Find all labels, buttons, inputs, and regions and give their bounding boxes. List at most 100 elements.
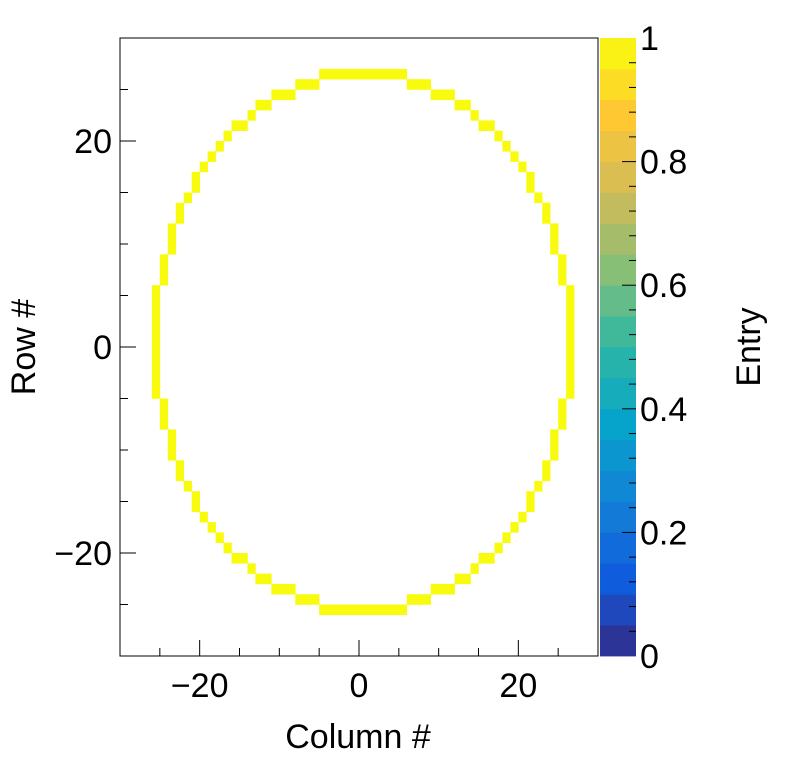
heatmap-cell xyxy=(295,594,304,605)
heatmap-cell xyxy=(558,419,567,430)
heatmap-cell xyxy=(438,89,447,101)
color-scale-band xyxy=(600,161,636,193)
heatmap-cell xyxy=(295,79,304,90)
heatmap-cell xyxy=(359,604,368,616)
heatmap-cell xyxy=(319,604,328,616)
heatmap-cell xyxy=(430,583,439,595)
color-scale-band xyxy=(600,439,636,471)
heatmap-cell xyxy=(566,305,575,317)
heatmap-cell xyxy=(382,604,392,616)
heatmap-cell xyxy=(151,285,161,296)
z-tick-label: 0.6 xyxy=(640,267,687,305)
heatmap-cell xyxy=(175,213,185,224)
color-scale-band xyxy=(600,192,636,224)
heatmap-cell xyxy=(335,604,344,616)
heatmap-cell xyxy=(279,89,288,101)
heatmap-cell xyxy=(566,388,575,399)
heatmap-cell xyxy=(175,202,185,214)
heatmap-cell xyxy=(518,161,527,173)
heatmap-cell xyxy=(247,563,256,574)
y-tick-label: −20 xyxy=(54,535,112,573)
heatmap-cell xyxy=(239,553,248,564)
heatmap-cell xyxy=(422,79,431,90)
y-axis-label: Row # xyxy=(5,299,43,395)
heatmap-cell xyxy=(438,583,447,595)
heatmap-cell xyxy=(151,377,161,389)
heatmap-cell xyxy=(478,120,487,131)
heatmap-cell xyxy=(215,532,224,543)
heatmap-cell xyxy=(558,398,567,410)
heatmap-cell xyxy=(526,491,535,502)
heatmap-cell xyxy=(151,347,161,358)
color-scale-band xyxy=(600,625,636,657)
heatmap-cell xyxy=(478,553,487,564)
heatmap-cell xyxy=(566,336,575,348)
heatmap-cell xyxy=(255,573,264,585)
heatmap-cell xyxy=(542,202,551,214)
color-scale-bar xyxy=(600,38,636,657)
heatmap-cell xyxy=(151,388,161,399)
heatmap-cell xyxy=(271,89,280,101)
heatmap-cell xyxy=(247,110,256,121)
heatmap-cell xyxy=(223,130,232,142)
color-scale-band xyxy=(600,470,636,502)
z-tick-label: 1 xyxy=(640,20,659,58)
heatmap-cell xyxy=(454,99,463,111)
z-tick-label: 0.2 xyxy=(640,514,687,552)
heatmap-cell xyxy=(534,480,543,492)
heatmap-cell xyxy=(470,563,479,574)
heatmap-cell xyxy=(151,357,161,368)
heatmap-cell xyxy=(159,408,169,420)
x-tick-label: 20 xyxy=(499,667,537,705)
heatmap-cell xyxy=(151,316,161,327)
color-scale-axis: 0 0.2 0.4 0.6 0.8 1 xyxy=(622,20,687,676)
color-scale-label: Entry xyxy=(730,307,768,386)
heatmap-cell xyxy=(239,120,248,131)
heatmap-cell xyxy=(199,511,208,523)
heatmap-cell xyxy=(303,594,312,605)
heatmap-cell xyxy=(486,553,495,564)
heatmap-cell xyxy=(151,295,161,307)
x-axis: −20 0 20 xyxy=(159,640,559,705)
heatmap-cell xyxy=(151,336,161,348)
heatmap-cell xyxy=(462,99,471,111)
heatmap-cell xyxy=(518,511,527,523)
heatmap-cell xyxy=(406,79,416,90)
heatmap-cell xyxy=(327,68,336,80)
heatmap-cell xyxy=(542,213,551,224)
color-scale-band xyxy=(600,68,636,101)
heatmap-cell xyxy=(366,68,376,80)
color-scale-band xyxy=(600,563,636,595)
heatmap-cell xyxy=(510,151,519,162)
heatmap-cell xyxy=(175,460,185,471)
x-tick-label: 0 xyxy=(350,667,369,705)
plot-frame xyxy=(119,37,599,657)
heatmap-cell xyxy=(159,419,169,430)
heatmap-cell xyxy=(223,542,232,554)
heatmap-cell xyxy=(335,68,344,80)
heatmap-cell xyxy=(279,583,288,595)
heatmap-cell xyxy=(159,264,169,276)
heatmap-cell xyxy=(271,583,280,595)
heatmap-cell xyxy=(351,68,360,80)
heatmap-cell xyxy=(319,68,328,80)
color-scale-band xyxy=(600,594,636,626)
heatmap-cell xyxy=(343,68,352,80)
heatmap-cell xyxy=(558,408,567,420)
heatmap-cell xyxy=(183,192,192,204)
heatmap-cell xyxy=(550,429,559,440)
heatmap-cell xyxy=(494,542,503,554)
heatmap-cell xyxy=(199,161,208,173)
heatmap-cell xyxy=(167,439,177,451)
heatmap-cell xyxy=(566,285,575,296)
heatmap-cell xyxy=(151,367,161,379)
x-tick-label: −20 xyxy=(171,667,229,705)
heatmap-cell xyxy=(287,583,296,595)
heatmap-cell xyxy=(502,532,511,543)
heatmap-cell xyxy=(366,604,376,616)
color-scale-band xyxy=(600,316,636,348)
heatmap-cell xyxy=(191,182,200,193)
heatmap-cell xyxy=(231,553,240,564)
color-scale-band xyxy=(600,254,636,286)
color-scale-band xyxy=(600,532,636,564)
